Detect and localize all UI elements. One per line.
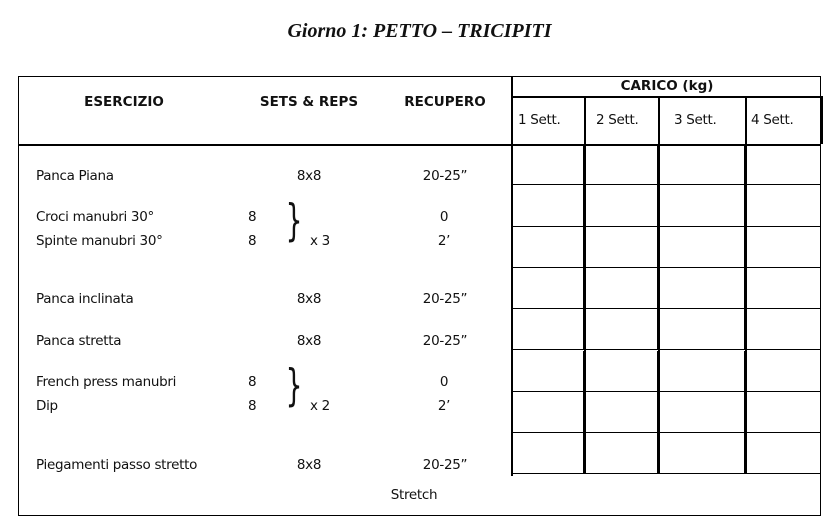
reps: 8 [248,233,257,249]
load-input-cell[interactable] [658,267,745,310]
header-rest: RECUPERO [404,94,486,110]
load-input-cell[interactable] [658,391,745,434]
load-input-cell[interactable] [658,433,745,475]
header-load: CARICO (kg) [620,78,714,94]
superset-sets: x 2 [310,398,330,414]
load-input-cell[interactable] [658,144,745,186]
load-input-cell[interactable] [745,391,821,434]
reps: 8 [248,209,257,225]
load-input-cell[interactable] [584,309,658,351]
exercise-name: Dip [36,398,58,414]
load-input-cell[interactable] [584,144,658,186]
load-input-cell[interactable] [745,267,821,310]
superset-sets: x 3 [310,233,330,249]
superset-brace-icon: } [285,195,303,246]
load-input-cell[interactable] [658,350,745,392]
rest-time: 20-25” [422,168,468,184]
reps: 8 [248,398,257,414]
load-input-cell[interactable] [745,309,821,351]
load-input-cell[interactable] [658,309,745,351]
load-grid-column-line [821,96,823,144]
load-grid-column-line [584,96,586,475]
load-input-cell[interactable] [511,185,584,227]
load-input-cell[interactable] [745,185,821,227]
rest-time: 0 [439,374,449,390]
reps: 8 [248,374,257,390]
header-exercise: ESERCIZIO [84,94,164,110]
exercise-name: Panca Piana [36,168,114,184]
exercise-name: Croci manubri 30° [36,209,154,225]
load-input-cell[interactable] [745,350,821,392]
load-input-cell[interactable] [745,226,821,268]
load-input-cell[interactable] [511,267,584,310]
rest-time: 20-25” [422,333,468,349]
load-header-divider [511,96,821,98]
header-divider [18,144,821,146]
load-input-cell[interactable] [511,309,584,351]
load-input-cell[interactable] [584,433,658,475]
load-input-cell[interactable] [584,267,658,310]
rest-time: 2’ [437,398,451,414]
sets-reps: 8x8 [296,291,322,307]
sets-reps: 8x8 [296,457,322,473]
load-grid-column-line [658,96,660,475]
rest-time: 2’ [437,233,451,249]
superset-brace-icon: } [285,360,303,411]
exercise-name: Panca stretta [36,333,122,349]
page-title: Giorno 1: PETTO – TRICIPITI [287,20,552,42]
load-input-cell[interactable] [745,433,821,475]
load-input-cell[interactable] [658,226,745,268]
exercise-name: French press manubri [36,374,177,390]
load-input-cell[interactable] [584,185,658,227]
header-week-1: 1 Sett. [518,112,561,128]
header-week-2: 2 Sett. [596,112,639,128]
footer-stretch: Stretch [390,487,438,503]
header-sets-reps: SETS & REPS [259,94,359,110]
exercise-name: Spinte manubri 30° [36,233,163,249]
exercise-name: Piegamenti passo stretto [36,457,198,473]
load-input-cell[interactable] [511,433,584,475]
load-input-cell[interactable] [584,226,658,268]
load-input-cell[interactable] [584,350,658,392]
load-grid-column-line [745,96,747,475]
rest-time: 20-25” [422,457,468,473]
header-week-3: 3 Sett. [674,112,717,128]
load-input-cell[interactable] [511,226,584,268]
exercise-name: Panca inclinata [36,291,134,307]
load-input-cell[interactable] [511,391,584,434]
rest-time: 0 [439,209,449,225]
sets-reps: 8x8 [296,333,322,349]
load-grid-left-border [511,76,513,476]
load-input-cell[interactable] [658,185,745,227]
header-week-4: 4 Sett. [751,112,794,128]
load-input-cell[interactable] [584,391,658,434]
sets-reps: 8x8 [296,168,322,184]
load-input-cell[interactable] [511,350,584,392]
load-input-cell[interactable] [745,144,821,186]
load-input-cell[interactable] [511,144,584,186]
rest-time: 20-25” [422,291,468,307]
